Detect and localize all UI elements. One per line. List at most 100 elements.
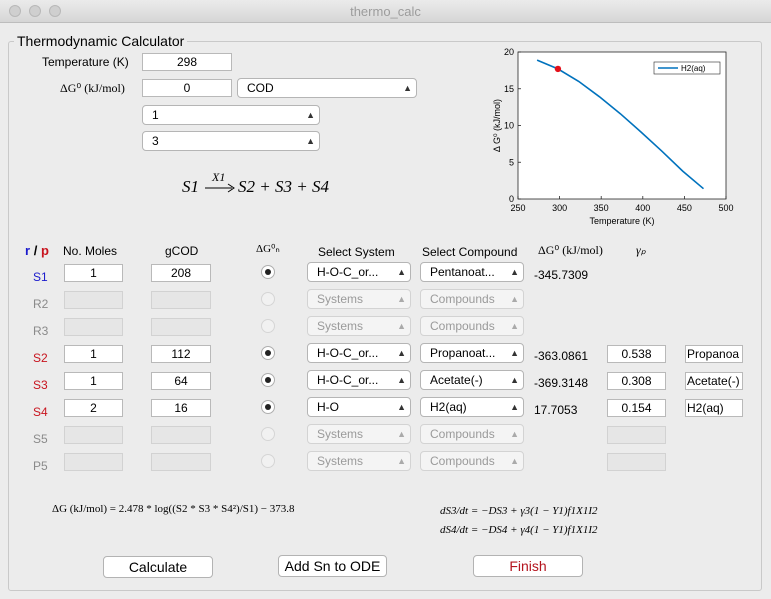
compound-select[interactable]: Acetate(-) ▲: [420, 370, 524, 390]
dgn-radio[interactable]: [261, 373, 275, 387]
system-select[interactable]: Systems ▲: [307, 289, 411, 309]
dgn-radio[interactable]: [261, 346, 275, 360]
gamma-input[interactable]: [607, 426, 666, 444]
species-name-field[interactable]: Propanoa: [685, 345, 743, 363]
system-select-value: H-O-C_or...: [317, 265, 379, 279]
compound-select[interactable]: Propanoat... ▲: [420, 343, 524, 363]
y-tick-label: 0: [509, 194, 514, 204]
species-name-field[interactable]: H2(aq): [685, 399, 743, 417]
dg0-label: ΔG⁰ (kJ/mol): [60, 81, 125, 95]
reaction-rhs: S2 + S3 + S4: [238, 177, 329, 196]
ode-s4-lhs: dS4/dt: [440, 524, 469, 536]
dgn-radio[interactable]: [261, 427, 275, 441]
calculate-button[interactable]: Calculate: [103, 556, 213, 578]
row-label: P5: [33, 459, 48, 473]
chevron-updown-icon: ▲: [397, 267, 406, 277]
compound-select[interactable]: Compounds ▲: [420, 289, 524, 309]
moles-input[interactable]: 1: [64, 264, 123, 282]
x-tick-label: 400: [635, 203, 650, 213]
system-select[interactable]: H-O-C_or... ▲: [307, 262, 411, 282]
compound-select[interactable]: Pentanoat... ▲: [420, 262, 524, 282]
gcod-input[interactable]: 208: [151, 264, 211, 282]
x-tick-label: 350: [594, 203, 609, 213]
moles-header: No. Moles: [63, 244, 118, 258]
gcod-input[interactable]: 112: [151, 345, 211, 363]
dg0-input[interactable]: 0: [142, 79, 232, 97]
ode-s3-equation: dS3/dt = −DS3 + γ3(1 − Y1)f1X1I2: [440, 505, 597, 517]
select-b[interactable]: 3 ▲: [142, 131, 320, 151]
moles-input[interactable]: [64, 318, 123, 336]
system-select-value: H-O-C_or...: [317, 373, 379, 387]
chevron-updown-icon: ▲: [397, 294, 406, 304]
compound-select[interactable]: Compounds ▲: [420, 424, 524, 444]
rp-header-r: r: [25, 243, 31, 258]
legend-box: [653, 61, 721, 75]
row-label: S1: [33, 270, 48, 284]
gcod-input[interactable]: 64: [151, 372, 211, 390]
dgn-radio[interactable]: [261, 265, 275, 279]
gamma-input[interactable]: 0.154: [607, 399, 666, 417]
gamma-input[interactable]: [607, 453, 666, 471]
compound-select[interactable]: Compounds ▲: [420, 451, 524, 471]
rp-header: r / p: [25, 243, 49, 258]
minimize-window-button[interactable]: [29, 5, 41, 17]
select-a[interactable]: 1 ▲: [142, 105, 320, 125]
system-select[interactable]: H-O-C_or... ▲: [307, 343, 411, 363]
dgn-radio[interactable]: [261, 454, 275, 468]
unit-select[interactable]: COD ▲: [237, 78, 417, 98]
gamma-input[interactable]: 0.308: [607, 372, 666, 390]
close-window-button[interactable]: [9, 5, 21, 17]
chevron-updown-icon: ▲: [397, 456, 406, 466]
chevron-updown-icon: ▲: [510, 402, 519, 412]
system-select[interactable]: H-O ▲: [307, 397, 411, 417]
chevron-updown-icon: ▲: [397, 321, 406, 331]
dgn-radio[interactable]: [261, 400, 275, 414]
moles-input[interactable]: 1: [64, 372, 123, 390]
gcod-input[interactable]: [151, 318, 211, 336]
dg0-value: -345.7309: [534, 268, 589, 282]
dg0-value: -369.3148: [534, 376, 589, 390]
row-label: S2: [33, 351, 48, 365]
chevron-updown-icon: ▲: [397, 375, 406, 385]
zoom-window-button[interactable]: [49, 5, 61, 17]
gcod-input[interactable]: [151, 453, 211, 471]
ode-s3-rhs: = −DS3 + γ3(1 − Y1)f1X1I2: [470, 505, 598, 517]
system-select[interactable]: Systems ▲: [307, 424, 411, 444]
compound-select[interactable]: H2(aq) ▲: [420, 397, 524, 417]
chevron-updown-icon: ▲: [510, 375, 519, 385]
finish-button[interactable]: Finish: [473, 555, 583, 577]
gcod-input[interactable]: [151, 426, 211, 444]
compound-select[interactable]: Compounds ▲: [420, 316, 524, 336]
compound-select-value: Acetate(-): [430, 373, 483, 387]
add-sn-to-ode-button[interactable]: Add Sn to ODE: [278, 555, 387, 577]
temperature-label: Temperature (K): [42, 55, 129, 69]
system-select[interactable]: H-O-C_or... ▲: [307, 370, 411, 390]
system-select[interactable]: Systems ▲: [307, 316, 411, 336]
moles-input[interactable]: [64, 453, 123, 471]
radio-dot: [265, 269, 271, 275]
x-tick-label: 300: [552, 203, 567, 213]
chevron-updown-icon: ▲: [403, 83, 412, 93]
system-header: Select System: [318, 245, 395, 259]
compound-header: Select Compound: [422, 245, 518, 259]
dgn-radio[interactable]: [261, 292, 275, 306]
chevron-updown-icon: ▲: [397, 402, 406, 412]
chevron-updown-icon: ▲: [397, 429, 406, 439]
species-name-field[interactable]: Acetate(-): [685, 372, 743, 390]
panel-title: Thermodynamic Calculator: [14, 33, 188, 49]
dg0-value: -363.0861: [534, 349, 589, 363]
chevron-updown-icon: ▲: [510, 456, 519, 466]
temperature-input[interactable]: 298: [142, 53, 232, 71]
moles-input[interactable]: 1: [64, 345, 123, 363]
gcod-input[interactable]: [151, 291, 211, 309]
dgn-radio[interactable]: [261, 319, 275, 333]
gcod-input[interactable]: 16: [151, 399, 211, 417]
system-select[interactable]: Systems ▲: [307, 451, 411, 471]
system-select-value: Systems: [317, 427, 364, 441]
moles-input[interactable]: [64, 291, 123, 309]
legend-label: H2(aq): [681, 64, 706, 73]
moles-input[interactable]: [64, 426, 123, 444]
gamma-input[interactable]: 0.538: [607, 345, 666, 363]
chevron-updown-icon: ▲: [510, 294, 519, 304]
moles-input[interactable]: 2: [64, 399, 123, 417]
